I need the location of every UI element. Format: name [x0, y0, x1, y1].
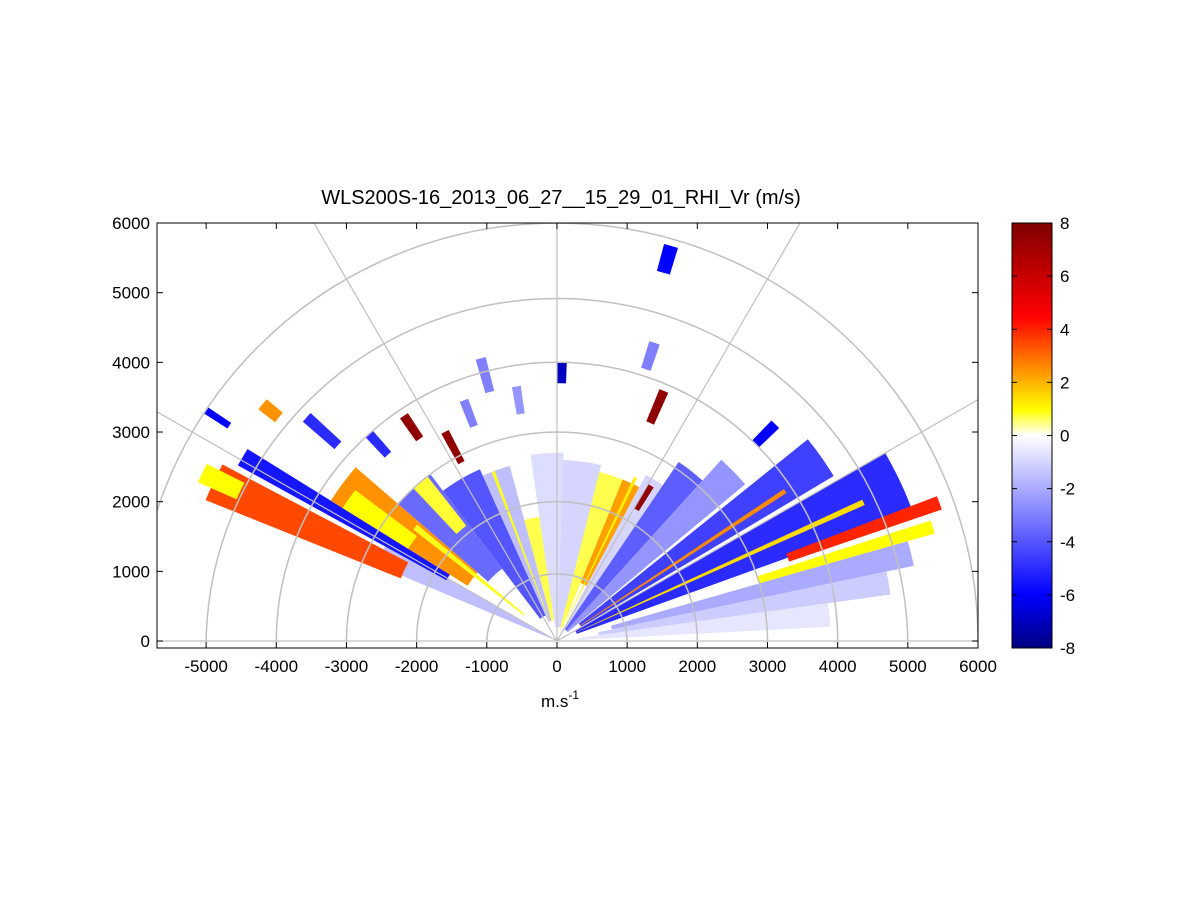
- spoke-150: [157, 411, 558, 642]
- polar-grid: [157, 223, 978, 642]
- y-tick-label: 2000: [112, 493, 150, 512]
- data-sector-3: [237, 449, 450, 581]
- data-sector-39: [646, 389, 669, 425]
- x-tick-label: -4000: [255, 657, 298, 676]
- chart-title: WLS200S-16_2013_06_27__15_29_01_RHI_Vr (…: [321, 187, 801, 209]
- data-sector-44: [203, 407, 232, 429]
- data-sector-25: [413, 524, 525, 616]
- data-sector-9: [482, 466, 552, 622]
- data-sector-30: [365, 430, 392, 458]
- x-tick-label: -1000: [465, 657, 508, 676]
- data-sector-19: [575, 452, 913, 634]
- data-sector-1: [205, 464, 409, 579]
- data-sector-27: [565, 476, 637, 623]
- x-tick-label: 3000: [749, 657, 787, 676]
- spoke-60: [556, 223, 801, 642]
- data-sector-4: [330, 467, 478, 586]
- x-axis: -5000 -4000 -3000 -2000 -1000 0 1000 2000 3000 40…: [184, 223, 997, 676]
- plot-area: -5000 -4000 -3000 -2000 -1000 0 1000 2000 3000 40…: [112, 214, 997, 676]
- data-sector-42: [258, 399, 283, 423]
- data-sector-8: [443, 469, 546, 619]
- colorbar-tick-label: 8: [1060, 214, 1069, 233]
- data-sector-37: [656, 244, 678, 275]
- data-sector-23: [598, 571, 891, 636]
- x-tick-label: 6000: [959, 657, 997, 676]
- data-sector-18: [578, 439, 834, 627]
- data-sector-2: [198, 463, 245, 500]
- data-sector-6: [398, 474, 503, 582]
- y-axis: 0 1000 2000 3000 4000 5000 6000: [112, 214, 978, 651]
- y-tick-label: 4000: [112, 353, 150, 372]
- range-ring-6000: [157, 223, 978, 642]
- colorbar-tick-label: 6: [1060, 267, 1069, 286]
- data-sector-31: [400, 413, 424, 442]
- colorbar-tick-label: -8: [1060, 639, 1075, 658]
- data-sector-22: [610, 541, 914, 630]
- x-tick-label: 1000: [608, 657, 646, 676]
- data-sector-11: [530, 452, 564, 628]
- x-tick-label: 5000: [889, 657, 927, 676]
- x-tick-label: -2000: [395, 657, 438, 676]
- colorbar-tick-label: 2: [1060, 373, 1069, 392]
- data-sector-41: [752, 420, 780, 448]
- data-sector-28: [576, 499, 865, 633]
- y-tick-label: 3000: [112, 423, 150, 442]
- x-tick-label: 2000: [678, 657, 716, 676]
- data-sector-15: [563, 474, 663, 630]
- axes-frame: [156, 222, 979, 649]
- y-tick-label: 1000: [112, 562, 150, 581]
- colorbar: -8 -6 -4 -2 0 2 4 6 8: [1011, 214, 1075, 658]
- colorbar-tick-label: -6: [1060, 586, 1075, 605]
- colorbar-tick-label: -4: [1060, 533, 1075, 552]
- data-sector-7: [413, 476, 467, 534]
- x-axis-label: m.s-1: [541, 688, 579, 711]
- data-sector-35: [511, 385, 525, 415]
- colorbar-tick-label: 4: [1060, 320, 1069, 339]
- data-sector-24: [577, 603, 831, 640]
- colorbar-gradient: [1011, 222, 1053, 649]
- data-sector-17: [566, 459, 746, 633]
- data-sector-10: [524, 516, 554, 621]
- y-tick-label: 0: [141, 632, 150, 651]
- colorbar-tick-label: -2: [1060, 480, 1075, 499]
- data-sector-29: [580, 489, 787, 626]
- spoke-120: [313, 223, 558, 642]
- data-sector-34: [475, 357, 495, 394]
- x-axis-label-exponent: -1: [568, 688, 579, 702]
- data-sector-0: [376, 543, 551, 639]
- x-tick-label: -5000: [184, 657, 227, 676]
- data-sector-20: [786, 496, 942, 562]
- colorbar-ticks: -8 -6 -4 -2 0 2 4 6 8: [1012, 214, 1075, 658]
- data-sector-40: [634, 484, 654, 511]
- x-axis-label-base: m.s: [541, 692, 568, 711]
- y-tick-label: 5000: [112, 284, 150, 303]
- colorbar-tick-label: 0: [1060, 427, 1069, 446]
- data-sector-36: [557, 362, 567, 384]
- data-sector-5: [342, 490, 417, 549]
- data-sector-43: [302, 413, 342, 450]
- x-tick-label: 0: [552, 657, 561, 676]
- x-tick-label: 4000: [819, 657, 857, 676]
- data-sector-38: [641, 341, 660, 371]
- data-sectors: [198, 244, 942, 640]
- y-tick-label: 6000: [112, 214, 150, 233]
- data-sector-26: [491, 470, 550, 622]
- data-sector-33: [459, 398, 478, 428]
- x-tick-label: -3000: [325, 657, 368, 676]
- spoke-30: [556, 398, 978, 642]
